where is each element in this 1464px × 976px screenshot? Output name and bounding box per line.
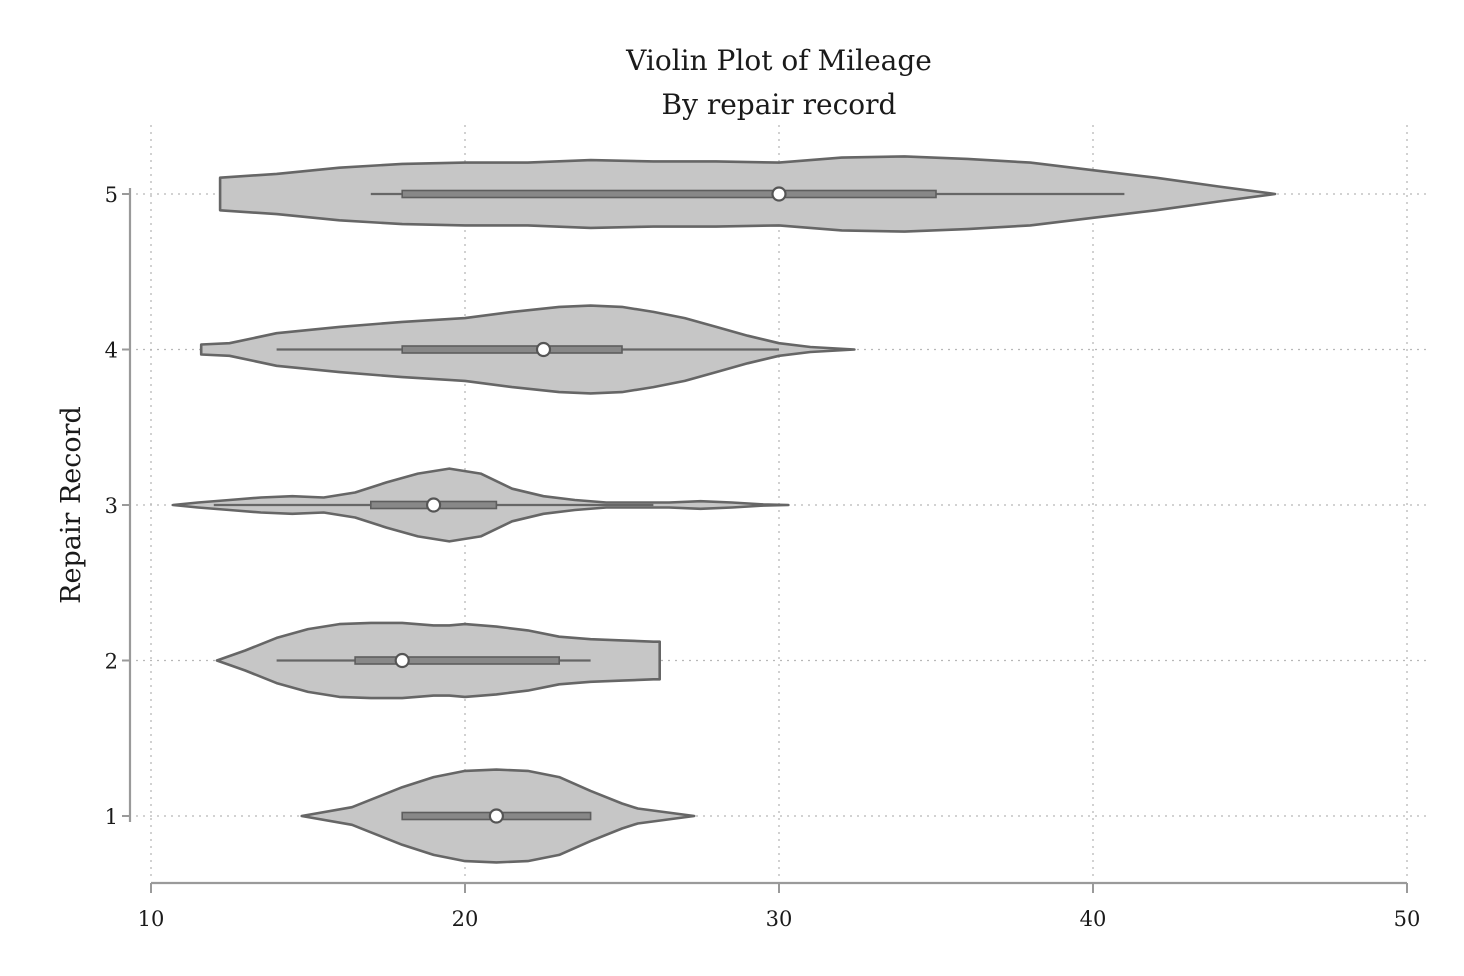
y-tick-label: 3 — [105, 494, 118, 518]
violin-group-3 — [171, 467, 790, 543]
violin-group-1 — [300, 768, 696, 864]
median-marker — [535, 341, 552, 358]
median-marker — [771, 186, 787, 202]
iqr-box — [354, 656, 561, 665]
y-tick-label: 5 — [105, 183, 118, 207]
y-tick-label: 2 — [105, 650, 118, 674]
x-tick-label: 30 — [766, 907, 793, 931]
violin-group-4 — [199, 304, 856, 395]
violins — [171, 155, 1277, 864]
x-tick-label: 20 — [452, 907, 479, 931]
iqr-box — [401, 345, 623, 354]
median-marker — [488, 808, 504, 824]
median-marker — [426, 497, 442, 513]
violin-group-2 — [215, 621, 662, 700]
x-tick-label: 40 — [1080, 907, 1107, 931]
y-tick-label: 4 — [105, 339, 118, 363]
x-tick-label: 50 — [1394, 907, 1421, 931]
axes: 10 20 30 40 50 1 2 3 4 5 — [105, 183, 1421, 931]
chart-subtitle: By repair record — [662, 88, 897, 121]
x-tick-label: 10 — [138, 907, 165, 931]
chart-title: Violin Plot of Mileage — [625, 44, 932, 77]
violin-group-5 — [218, 155, 1277, 233]
y-tick-label: 1 — [105, 805, 118, 829]
y-axis-title: Repair Record — [56, 406, 87, 604]
iqr-box — [401, 189, 937, 199]
median-marker — [394, 652, 410, 669]
